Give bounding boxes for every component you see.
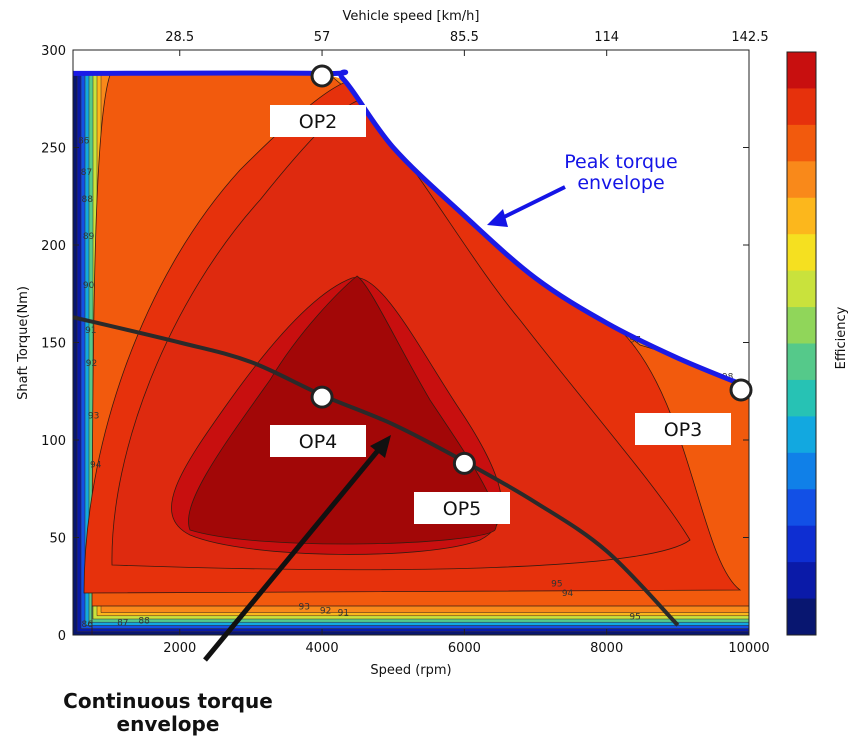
- contour-label: 94: [562, 589, 574, 599]
- op-label: OP4: [299, 431, 338, 453]
- colorbar-segment: [787, 234, 816, 272]
- colorbar-segment: [787, 525, 816, 563]
- y-axis-title: Shaft Torque(Nm): [16, 286, 31, 400]
- colorbar-segment: [787, 88, 816, 126]
- op-label-box: [270, 425, 366, 457]
- contour-label: 93: [299, 603, 310, 613]
- contour-label: 92: [86, 359, 97, 369]
- y-tick-label: 300: [41, 44, 66, 59]
- colorbar-segment: [787, 416, 816, 454]
- op-label-box: [270, 105, 366, 137]
- top-tick-label: 57: [314, 30, 331, 45]
- top-tick-label: 85.5: [450, 30, 479, 45]
- y-tick-label: 200: [41, 239, 66, 254]
- x-tick-label: 6000: [448, 641, 481, 656]
- colorbar-segment: [787, 489, 816, 527]
- peak-arrow-shaft: [499, 185, 566, 221]
- y-tick-label: 250: [41, 142, 66, 157]
- y-tick-label: 100: [41, 434, 66, 449]
- continuous-torque-envelope-line: [73, 315, 680, 627]
- contour-label: 87: [117, 618, 128, 628]
- continuous-arrow-head: [370, 435, 391, 458]
- op-label: OP2: [299, 111, 338, 133]
- colorbar-segment: [787, 307, 816, 344]
- colorbar-segment: [787, 343, 816, 381]
- colorbar-segment: [787, 124, 816, 162]
- y-tick-label: 150: [41, 337, 66, 352]
- x-tick-label: 2000: [163, 641, 196, 656]
- op-label: OP3: [664, 419, 703, 441]
- top-tick-label: 114: [594, 30, 619, 45]
- contour-label: 89: [83, 232, 95, 242]
- x-axis-title: Speed (rpm): [370, 663, 451, 678]
- efficiency-colorbar: [786, 51, 817, 636]
- colorbar-segment: [787, 197, 816, 235]
- top-tick-label: 142.5: [731, 30, 768, 45]
- contour-label: 88: [138, 616, 150, 626]
- peak-torque-callout-line2: envelope: [577, 172, 664, 194]
- contour-label: 86: [82, 620, 94, 630]
- x-tick-label: 8000: [590, 641, 623, 656]
- operating-point-marker: [729, 378, 753, 402]
- op-label-box: [635, 413, 731, 445]
- colorbar-segment: [787, 379, 816, 417]
- operating-point-marker: [310, 385, 334, 409]
- top-tick-label: 28.5: [165, 30, 194, 45]
- contour-label: 95: [551, 579, 562, 589]
- colorbar-segment: [787, 562, 816, 600]
- x-tick-label: 10000: [728, 641, 769, 656]
- operating-point-marker: [310, 64, 334, 88]
- x-tick-label: 4000: [306, 641, 339, 656]
- contour-label: 91: [85, 326, 96, 336]
- contour-label: 93: [88, 412, 99, 422]
- colorbar-segment: [787, 52, 816, 89]
- contour-label: 87: [81, 168, 92, 178]
- continuous-arrow-shaft: [203, 446, 382, 662]
- contour-label: 95: [629, 612, 640, 622]
- contour-label: 88: [82, 195, 94, 205]
- contour-band: [188, 275, 497, 545]
- y-tick-label: 50: [49, 532, 66, 547]
- colorbar-title: Efficiency: [834, 306, 849, 369]
- annotation-arrows: [203, 185, 566, 662]
- contour-label: 86: [78, 137, 90, 147]
- peak-torque-callout-line1: Peak torque: [564, 151, 678, 173]
- op-label-box: [414, 492, 510, 524]
- y-tick-label: 0: [58, 629, 66, 644]
- operating-points: OP2 OP3 OP4 OP5: [270, 64, 753, 524]
- peak-arrow-head: [487, 209, 508, 227]
- contour-label: 90: [83, 281, 95, 291]
- colorbar-segment: [787, 161, 816, 199]
- colorbar-frame: [786, 51, 817, 636]
- colorbar-segment: [787, 270, 816, 308]
- contour-label: 91: [338, 609, 349, 619]
- contour-label: 94: [90, 460, 102, 470]
- axis-ticks: 2000 4000 6000 8000 10000 0 50 100 150 200 250 300 2…: [41, 30, 770, 656]
- continuous-torque-callout-line2: envelope: [117, 712, 220, 736]
- op-label: OP5: [443, 498, 482, 520]
- continuous-torque-callout-line1: Continuous torque: [63, 689, 273, 713]
- above-envelope-region: [73, 50, 749, 388]
- operating-point-marker: [452, 451, 476, 475]
- colorbar-segment: [787, 598, 816, 636]
- top-axis-title: Vehicle speed [km/h]: [343, 9, 480, 24]
- colorbar-segment: [787, 452, 816, 490]
- contour-label: 92: [320, 607, 331, 617]
